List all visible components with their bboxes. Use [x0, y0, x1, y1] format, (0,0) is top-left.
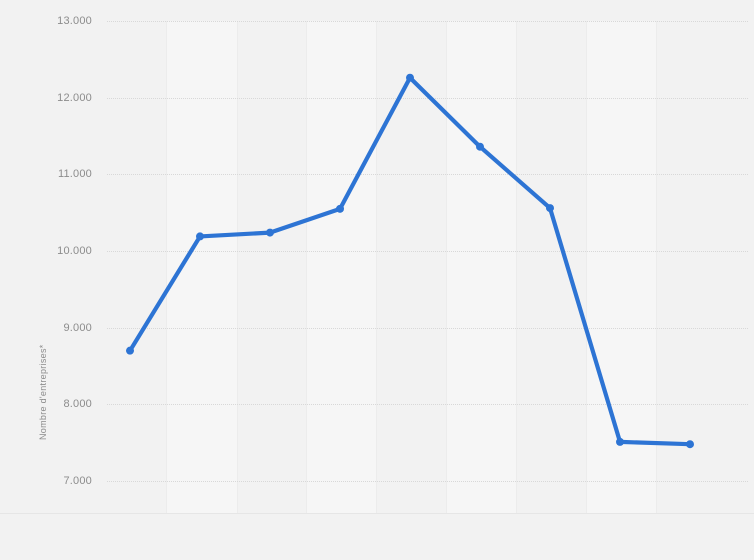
background-band — [446, 21, 516, 513]
background-band — [107, 21, 166, 513]
band-separator — [237, 21, 238, 513]
band-separator — [376, 21, 377, 513]
y-tick-label-7000: 7.000 — [63, 475, 92, 487]
y-axis-title: Nombre d'entreprises* — [38, 344, 48, 440]
background-band — [237, 21, 306, 513]
band-separator — [656, 21, 657, 513]
y-tick-label-13000: 13.000 — [57, 15, 92, 27]
y-tick-label-11000: 11.000 — [57, 168, 92, 180]
y-tick-label-8000: 8.000 — [63, 398, 92, 410]
band-separator — [166, 21, 167, 513]
gridline-9000 — [107, 328, 748, 329]
background-band — [516, 21, 586, 513]
band-separator — [516, 21, 517, 513]
gridline-8000 — [107, 404, 748, 405]
gridline-12000 — [107, 98, 748, 99]
axis-baseline — [0, 513, 754, 514]
y-tick-label-12000: 12.000 — [57, 92, 92, 104]
band-separator — [446, 21, 447, 513]
gridline-10000 — [107, 251, 748, 252]
band-separator — [306, 21, 307, 513]
y-tick-label-9000: 9.000 — [63, 322, 92, 334]
y-axis-title-wrapper: Nombre d'entreprises* — [38, 344, 48, 441]
y-tick-label-10000: 10.000 — [57, 245, 92, 257]
gridline-11000 — [107, 174, 748, 175]
gridline-7000 — [107, 481, 748, 482]
background-band — [586, 21, 656, 513]
plot-area — [107, 21, 748, 513]
background-band — [166, 21, 237, 513]
gridline-13000 — [107, 21, 748, 22]
background-band — [306, 21, 376, 513]
background-band — [656, 21, 748, 513]
background-band — [376, 21, 446, 513]
band-separator — [586, 21, 587, 513]
